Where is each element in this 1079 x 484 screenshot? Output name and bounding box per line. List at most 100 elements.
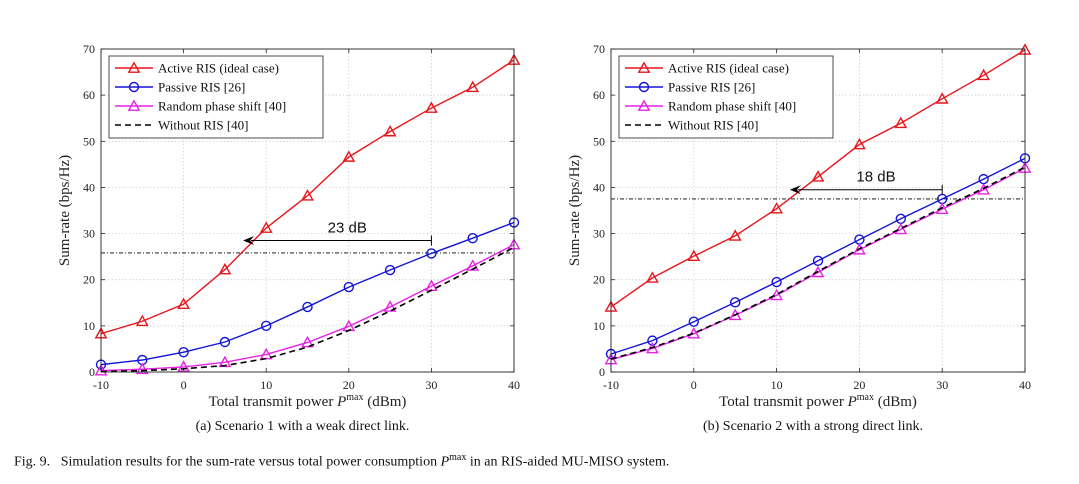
data-point-2	[811, 265, 825, 278]
x-tick-label: 10	[260, 378, 272, 392]
axes-box	[610, 48, 1026, 373]
data-point-1	[178, 346, 189, 358]
data-point-1	[261, 320, 272, 332]
legend: Active RIS (ideal case) Passive RIS [26] R…	[618, 55, 834, 139]
data-point-0	[853, 137, 866, 150]
series-line-2	[100, 244, 515, 372]
series-line-3	[610, 166, 1026, 360]
subcaption: (b) Scenario 2 with a strong direct link…	[703, 419, 923, 434]
data-point-2	[894, 222, 908, 235]
data-point-0	[687, 249, 701, 262]
annotation-label: 18 dB	[856, 169, 895, 186]
y-tick-label: 60	[593, 88, 605, 102]
data-point-0	[894, 116, 908, 129]
x-tick-label: 0	[181, 378, 187, 392]
data-point-0	[425, 101, 438, 113]
legend-box	[108, 55, 324, 139]
data-point-0	[259, 221, 273, 233]
data-point-1	[343, 281, 354, 293]
legend: Active RIS (ideal case) Passive RIS [26] R…	[108, 55, 324, 139]
data-point-1	[302, 301, 313, 313]
legend-marker-1	[638, 81, 650, 93]
data-point-0	[342, 150, 356, 162]
data-point-1	[384, 264, 396, 276]
legend-label-0: Active RIS (ideal case)	[668, 61, 789, 76]
data-point-0	[301, 189, 314, 201]
y-tick-label: 20	[83, 273, 95, 287]
x-tick-label: 30	[425, 378, 437, 392]
y-axis-label: Sum-rate (bps/Hz)	[567, 155, 583, 266]
data-point-1	[771, 276, 782, 288]
y-tick-label: 10	[83, 319, 95, 333]
y-tick-label: 10	[593, 319, 605, 333]
data-point-2	[135, 362, 149, 375]
x-tick-label: -10	[93, 378, 109, 392]
y-tick-label: 30	[83, 227, 95, 241]
figure-caption: Fig. 9. Simulation results for the sum-r…	[14, 452, 669, 471]
data-point-0	[177, 297, 190, 310]
series-line-3	[100, 246, 515, 373]
axes-box	[100, 48, 515, 373]
data-point-1	[647, 335, 658, 346]
data-point-0	[935, 92, 949, 104]
x-tick-label: 10	[771, 378, 783, 392]
legend-label-0: Active RIS (ideal case)	[158, 61, 279, 76]
data-point-2	[301, 335, 314, 348]
subcaption: (a) Scenario 1 with a weak direct link.	[196, 419, 410, 434]
data-point-1	[219, 336, 231, 348]
x-axis-label: Total transmit power Pmax (dBm)	[719, 392, 917, 410]
x-tick-label: 30	[936, 378, 948, 392]
x-tick-label: 0	[691, 378, 697, 392]
data-point-2	[466, 259, 480, 271]
data-point-2	[218, 355, 232, 368]
data-point-1	[688, 316, 699, 327]
data-point-0	[466, 80, 480, 93]
y-tick-label: 50	[593, 134, 605, 148]
y-tick-label: 40	[83, 180, 95, 194]
data-point-0	[811, 170, 825, 182]
data-point-2	[383, 300, 397, 312]
legend-label-3: Without RIS [40]	[158, 118, 248, 133]
y-tick-label: 70	[83, 42, 95, 56]
legend-label-3: Without RIS [40]	[668, 118, 758, 133]
y-tick-label: 40	[593, 180, 605, 194]
data-point-0	[218, 262, 232, 275]
data-point-0	[728, 229, 742, 241]
x-axis-label: Total transmit power Pmax (dBm)	[209, 392, 407, 410]
legend-marker-0	[127, 61, 141, 73]
data-point-1	[467, 232, 478, 244]
series-line-0	[100, 59, 515, 335]
y-tick-label: 70	[593, 42, 605, 56]
y-tick-label: 0	[599, 365, 605, 379]
legend-box	[618, 55, 834, 139]
legend-label-1: Passive RIS [26]	[158, 80, 245, 95]
data-point-1	[730, 297, 741, 308]
data-point-2	[177, 360, 190, 372]
legend-label-2: Random phase shift [40]	[158, 99, 286, 114]
caption-text-before: Simulation results for the sum-rate vers…	[60, 454, 438, 470]
data-point-2	[728, 308, 742, 321]
y-axis-label: Sum-rate (bps/Hz)	[57, 155, 73, 266]
y-tick-label: 60	[83, 88, 95, 102]
data-point-2	[687, 327, 701, 339]
x-tick-label: 20	[343, 378, 355, 392]
legend-marker-0	[637, 61, 651, 73]
data-point-2	[94, 363, 108, 376]
x-tick-label: 20	[853, 378, 865, 392]
series-line-0	[610, 49, 1026, 308]
annotation-label: 23 dB	[328, 219, 367, 236]
legend-marker-2	[637, 99, 651, 111]
data-point-0	[770, 202, 783, 214]
annotation-arrow-head	[789, 185, 801, 195]
data-point-2	[853, 243, 866, 255]
legend-marker-2	[127, 99, 141, 111]
data-point-0	[383, 124, 397, 137]
caption-symbol-sup: max	[449, 452, 467, 463]
y-tick-label: 30	[593, 227, 605, 241]
x-tick-label: -10	[603, 378, 619, 392]
caption-symbol: P	[440, 454, 450, 470]
y-tick-label: 50	[83, 134, 95, 148]
